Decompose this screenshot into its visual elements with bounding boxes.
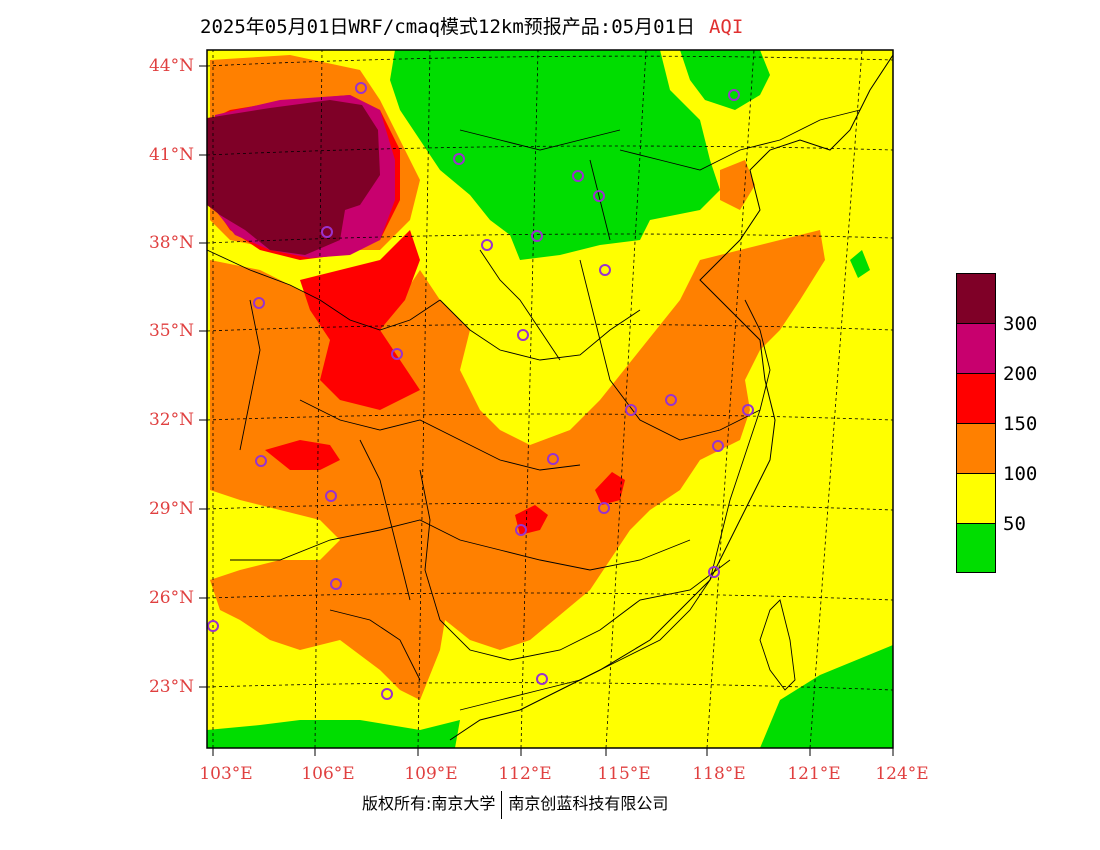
station-marker <box>517 329 529 341</box>
good-region-north <box>390 50 720 260</box>
station-marker <box>712 440 724 452</box>
lon-label: 103°E <box>199 764 253 784</box>
station-marker <box>625 404 637 416</box>
hazardous-region <box>207 100 380 255</box>
lon-label: 106°E <box>301 764 355 784</box>
legend-swatch-hazardous <box>956 273 996 323</box>
lat-label: 26°N <box>148 588 194 608</box>
station-marker <box>708 566 720 578</box>
lat-label: 29°N <box>148 499 194 519</box>
good-region-coast <box>850 250 870 278</box>
station-marker <box>481 239 493 251</box>
lat-label: 23°N <box>148 677 194 697</box>
usg-region-east <box>720 160 755 210</box>
lon-label: 109°E <box>404 764 458 784</box>
footer-separator <box>501 790 503 819</box>
copyright-left: 版权所有:南京大学 <box>362 794 496 813</box>
map-frame <box>206 49 894 749</box>
lon-label: 124°E <box>875 764 929 784</box>
station-marker <box>572 170 584 182</box>
station-marker <box>728 89 740 101</box>
aqi-legend <box>956 273 996 573</box>
station-marker <box>593 190 605 202</box>
lon-label: 112°E <box>498 764 552 784</box>
legend-label: 300 <box>1003 313 1038 335</box>
legend-label: 100 <box>1003 463 1038 485</box>
station-marker <box>381 688 393 700</box>
unhealthy-region-hunan <box>515 505 548 535</box>
station-marker <box>536 673 548 685</box>
legend-label: 200 <box>1003 363 1038 385</box>
legend-label: 50 <box>1003 513 1026 535</box>
copyright-right: 南京创蓝科技有限公司 <box>508 794 669 813</box>
station-marker <box>599 264 611 276</box>
station-marker <box>355 82 367 94</box>
station-marker <box>598 502 610 514</box>
lat-label: 35°N <box>148 321 194 341</box>
map-title: 2025年05月01日WRF/cmaq模式12km预报产品:05月01日 AQI <box>200 16 744 38</box>
lat-label: 32°N <box>148 410 194 430</box>
legend-label: 150 <box>1003 413 1038 435</box>
lon-label: 115°E <box>597 764 651 784</box>
station-marker <box>742 404 754 416</box>
station-marker <box>255 455 267 467</box>
good-region-south <box>207 720 460 748</box>
station-marker <box>453 153 465 165</box>
tick-marks <box>199 65 894 756</box>
station-marker <box>547 453 559 465</box>
good-region-southeast <box>760 645 893 748</box>
station-marker <box>531 230 543 242</box>
station-marker <box>207 620 219 632</box>
coastline <box>449 54 893 741</box>
lat-label: 44°N <box>148 56 194 76</box>
good-region-northeast <box>680 50 770 110</box>
station-marker <box>665 394 677 406</box>
legend-swatch-usg <box>956 423 996 473</box>
unhealthy-region-sichuan <box>265 440 340 470</box>
station-marker <box>391 348 403 360</box>
station-marker <box>321 226 333 238</box>
lat-label: 38°N <box>148 233 194 253</box>
lon-label: 121°E <box>787 764 841 784</box>
unhealthy-region-jiangxi <box>595 472 625 505</box>
lon-label: 118°E <box>692 764 746 784</box>
legend-swatch-very-unhealthy <box>956 323 996 373</box>
province-borders <box>207 109 861 711</box>
legend-swatch-moderate <box>956 473 996 523</box>
station-marker <box>515 524 527 536</box>
station-markers <box>207 82 754 700</box>
station-marker <box>325 490 337 502</box>
lat-label: 41°N <box>148 145 194 165</box>
legend-swatch-unhealthy <box>956 373 996 423</box>
aqi-tag: AQI <box>708 16 744 38</box>
legend-swatch-good <box>956 523 996 573</box>
copyright-footer: 版权所有:南京大学 南京创蓝科技有限公司 <box>362 790 668 819</box>
station-marker <box>330 578 342 590</box>
unhealthy-region-central <box>300 230 420 410</box>
station-marker <box>253 297 265 309</box>
